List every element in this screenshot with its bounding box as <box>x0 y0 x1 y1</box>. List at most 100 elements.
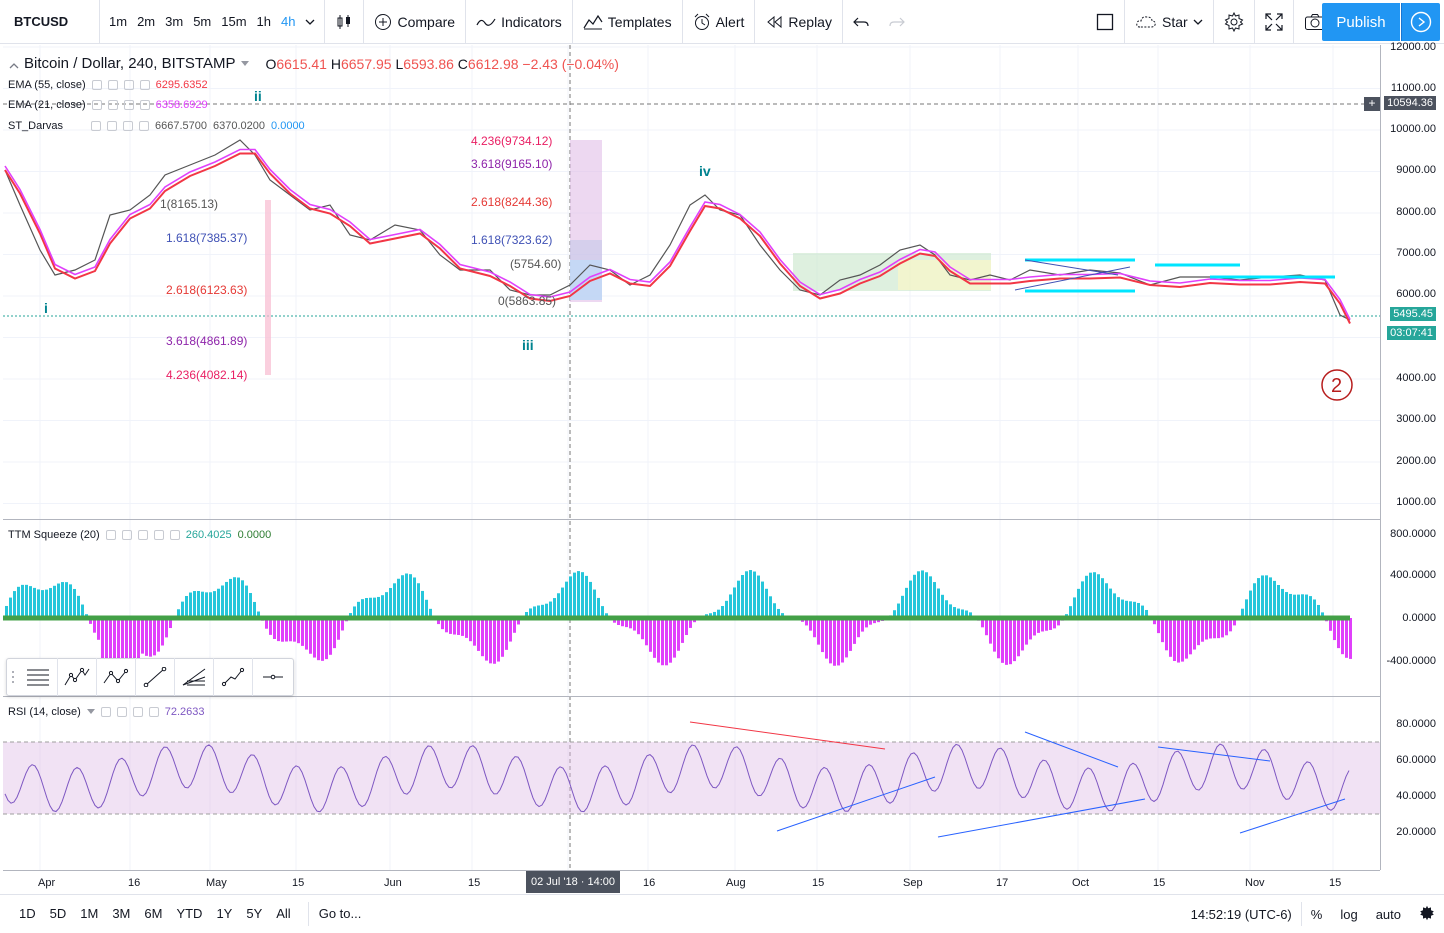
ttm-histogram-bar <box>849 618 852 651</box>
range-all[interactable]: All <box>269 906 297 921</box>
ttm-histogram-bar <box>1093 572 1096 618</box>
fib-label: 2.618(8244.36) <box>471 195 552 209</box>
clock-display[interactable]: 14:52:19 (UTC-6) <box>1182 907 1301 922</box>
eye-icon[interactable] <box>92 100 102 110</box>
eye-icon[interactable] <box>92 80 102 90</box>
ttm-histogram-bar <box>205 592 208 618</box>
timeframe-dropdown[interactable] <box>300 0 320 44</box>
more-icon[interactable] <box>140 100 150 110</box>
ema55-legend[interactable]: EMA (55, close) 6295.6352 <box>8 79 208 91</box>
chevron-down-icon[interactable] <box>241 61 249 67</box>
auto-toggle[interactable]: auto <box>1367 907 1410 922</box>
fullscreen-toggle-button[interactable] <box>1086 0 1124 44</box>
ttm-histogram-bar <box>333 618 336 648</box>
publish-menu-button[interactable] <box>1401 3 1440 41</box>
fib-fan-tool[interactable] <box>175 658 214 696</box>
timeframe-1m[interactable]: 1m <box>104 0 132 44</box>
ttm-histogram-bar <box>745 571 748 618</box>
gear-icon[interactable] <box>108 100 118 110</box>
ema21-legend[interactable]: EMA (21, close) 6358.6929 <box>8 99 208 111</box>
replay-button[interactable]: Replay <box>755 0 842 44</box>
templates-button[interactable]: Templates <box>573 0 682 44</box>
gear-icon[interactable] <box>108 80 118 90</box>
log-toggle[interactable]: log <box>1331 907 1366 922</box>
ttm-histogram-bar <box>1225 618 1228 635</box>
more-icon[interactable] <box>149 707 159 717</box>
timeframe-3m[interactable]: 3m <box>160 0 188 44</box>
symbol-search[interactable]: BTCUSD <box>0 0 100 44</box>
range-1y[interactable]: 1Y <box>209 906 239 921</box>
compare-button[interactable]: Compare <box>364 0 465 44</box>
rsi-legend[interactable]: RSI (14, close) 72.2633 <box>8 706 205 718</box>
eye-icon[interactable] <box>91 121 101 131</box>
ttm-histogram-bar <box>57 584 60 618</box>
drag-handle-icon[interactable] <box>7 658 19 696</box>
close-icon[interactable] <box>133 707 143 717</box>
range-3m[interactable]: 3M <box>105 906 137 921</box>
range-6m[interactable]: 6M <box>137 906 169 921</box>
elliott-impulse-tool[interactable] <box>58 658 97 696</box>
right-tools: Star <box>1086 0 1336 44</box>
pane-separator[interactable] <box>3 696 1380 697</box>
fib-label: 3.618(4861.89) <box>166 334 247 348</box>
close-icon[interactable] <box>124 80 134 90</box>
settings-button[interactable] <box>1214 0 1254 44</box>
publish-button[interactable]: Publish <box>1322 3 1400 41</box>
gear-icon[interactable] <box>107 121 117 131</box>
goto-button[interactable]: Go to... <box>319 906 362 921</box>
chart-style-button[interactable] <box>325 0 363 44</box>
timeframe-5m[interactable]: 5m <box>188 0 216 44</box>
horizontal-ray-tool[interactable] <box>253 658 292 696</box>
fullscreen-button[interactable] <box>1255 0 1293 44</box>
price-axis[interactable]: 12000.00 11000.00 10000.00 9000.00 8000.… <box>1380 45 1440 870</box>
ttm-histogram-bar <box>937 588 940 618</box>
time-axis[interactable]: Apr 16 May 15 Jun 15 16 Aug 15 Sep 17 Oc… <box>3 870 1380 894</box>
trend-line-tool[interactable] <box>136 658 175 696</box>
chart-settings-button[interactable] <box>1410 905 1444 924</box>
timeframe-15m[interactable]: 15m <box>216 0 251 44</box>
timeframe-4h[interactable]: 4h <box>276 0 300 44</box>
ttm-histogram-bar <box>9 598 12 618</box>
close-icon[interactable] <box>124 100 134 110</box>
path-tool[interactable] <box>214 658 253 696</box>
add-alert-plus-icon[interactable]: + <box>1364 97 1380 111</box>
indicators-button[interactable]: Indicators <box>466 0 572 44</box>
range-1m[interactable]: 1M <box>73 906 105 921</box>
elliott-correction-tool[interactable] <box>97 658 136 696</box>
ttm-histogram-bar <box>1081 581 1084 618</box>
chevron-down-icon[interactable] <box>87 709 95 715</box>
ttm-histogram-bar <box>921 570 924 618</box>
ttm-histogram-bar <box>925 572 928 618</box>
timeframe-1h[interactable]: 1h <box>252 0 276 44</box>
fib-retracement-tool[interactable] <box>19 658 58 696</box>
eye-icon[interactable] <box>106 530 116 540</box>
more-icon[interactable] <box>140 80 150 90</box>
percent-toggle[interactable]: % <box>1302 907 1332 922</box>
close-icon[interactable] <box>123 121 133 131</box>
timeframe-2m[interactable]: 2m <box>132 0 160 44</box>
ttm-legend[interactable]: TTM Squeeze (20) 260.4025 0.0000 <box>8 529 271 541</box>
undo-button[interactable] <box>843 0 879 44</box>
more-icon[interactable] <box>139 121 149 131</box>
gear-icon[interactable] <box>117 707 127 717</box>
gear-icon[interactable] <box>122 530 132 540</box>
ttm-histogram-bar <box>573 573 576 618</box>
ttm-histogram-bar <box>1177 618 1180 663</box>
more-icon[interactable] <box>154 530 164 540</box>
ttm-histogram-bar <box>1097 574 1100 618</box>
floating-drawing-toolbar[interactable] <box>6 658 294 696</box>
range-ytd[interactable]: YTD <box>169 906 209 921</box>
range-1d[interactable]: 1D <box>12 906 43 921</box>
range-5y[interactable]: 5Y <box>239 906 269 921</box>
darvas-legend[interactable]: ST_Darvas 6667.5700 6370.0200 0.0000 <box>8 120 305 132</box>
collapse-icon[interactable] <box>8 59 18 69</box>
star-button[interactable]: Star <box>1125 0 1213 44</box>
eye-icon[interactable] <box>101 707 111 717</box>
range-5d[interactable]: 5D <box>43 906 74 921</box>
pane-separator[interactable] <box>3 519 1380 520</box>
redo-button[interactable] <box>879 0 915 44</box>
close-icon[interactable] <box>138 530 148 540</box>
maximize-icon[interactable] <box>170 530 180 540</box>
alert-button[interactable]: Alert <box>683 0 755 44</box>
